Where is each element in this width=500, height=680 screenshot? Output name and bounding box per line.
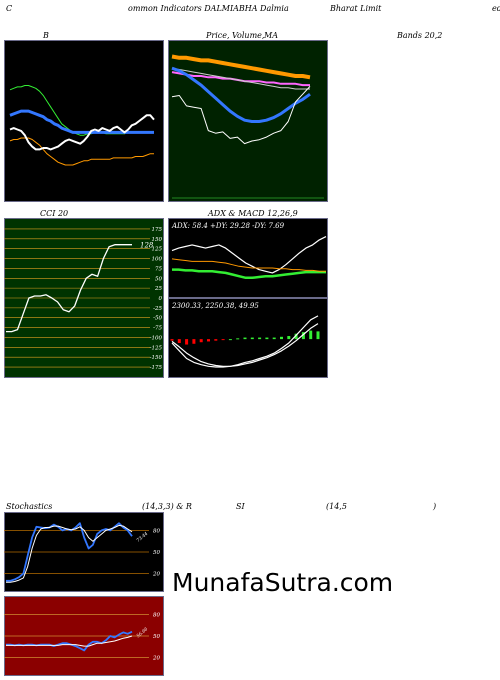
header-title-end: ed (492, 4, 500, 13)
adx-plus_di-line (172, 268, 326, 280)
macd-macd-line (171, 315, 319, 368)
macd-histogram-bar (287, 336, 291, 340)
macd-histogram-bar (250, 337, 254, 340)
price-ma-price-line (171, 86, 311, 145)
macd-histogram-bar (272, 337, 276, 340)
macd-histogram-bar (258, 337, 262, 340)
label-adx-macd: ADX & MACD 12,26,9 (208, 209, 298, 218)
macd-histogram-bar (177, 339, 181, 343)
macd-histogram-bar (243, 337, 247, 340)
rsi-tick-label: 20 (152, 656, 160, 662)
macd-histogram-bar (221, 339, 225, 341)
cci-last-label: 128 (140, 242, 154, 250)
label-bands: Bands 20,2 (397, 31, 443, 40)
macd-histogram-bar (207, 339, 210, 342)
rsi-rsi-line (6, 630, 133, 652)
rsi-rsi_ma-line (6, 635, 133, 647)
stoch-tick-label: 80 (153, 528, 160, 534)
stoch-tick-label: 20 (152, 572, 160, 578)
cci-tick-label: -125 (150, 345, 163, 351)
label-si: SI (236, 502, 245, 511)
macd-histogram-bar (316, 331, 320, 340)
cci-tick-label: 75 (155, 266, 162, 272)
label-b: B (43, 31, 49, 40)
cci-line (6, 244, 132, 333)
cci-tick-label: 0 (159, 296, 163, 302)
label-stoch-params: (14,3,3) & R (142, 502, 192, 511)
macd-histogram-bar (185, 339, 189, 345)
macd-histogram-bar (309, 330, 313, 340)
label-price: Price, (206, 31, 230, 40)
panel-background (4, 40, 164, 202)
cci-tick-label: -75 (153, 326, 162, 332)
price-ma-ma_gray-line (171, 67, 310, 90)
macd-histogram-bar (301, 332, 305, 340)
header-c: C (6, 4, 13, 13)
watermark: MunafaSutra.com (172, 568, 394, 597)
label-cci: CCI 20 (40, 209, 69, 218)
cci-tick-label: -150 (150, 355, 163, 361)
cci-chart: 175 150 125 100 75 50 25 0 -25 -50 -75 -100 -125 -150… (4, 218, 164, 378)
macd-histogram-bar (280, 336, 283, 340)
cci-tick-label: -50 (153, 316, 162, 322)
cci-tick-label: 25 (154, 286, 162, 292)
cci-tick-label: 50 (155, 276, 162, 282)
panel-background (168, 298, 328, 378)
bollinger-middle-line (9, 109, 154, 134)
macd-histogram-bar (214, 339, 218, 341)
header-title: ommon Indicators DALMIABHA Dalmia (128, 4, 289, 13)
macd-histogram-bar (294, 333, 298, 340)
price-ma-ma_orange-line (171, 54, 311, 80)
macd-histogram-bar (236, 338, 240, 340)
macd-histogram-bar (192, 339, 196, 344)
bollinger-lower-line (9, 137, 154, 166)
label-rsi-params: (14,5 (326, 502, 347, 511)
adx-values-label: ADX: 58.4 +DY: 29.28 -DY: 7.69 (171, 222, 285, 230)
macd-histogram-bar (199, 339, 203, 343)
header-title-right: Bharat Limit (330, 4, 382, 13)
price-ma-chart (168, 40, 328, 202)
cci-tick-label: 125 (152, 247, 163, 253)
cci-tick-label: 150 (152, 237, 163, 243)
cci-tick-label: -100 (150, 335, 163, 341)
cci-tick-label: 100 (152, 257, 163, 263)
label-rsi-close: ) (433, 502, 437, 511)
macd-histogram-bar (228, 339, 232, 341)
bollinger-price-line (9, 114, 155, 151)
macd-chart: 2300.33, 2250.38, 49.95 (168, 298, 328, 378)
macd-values-label: 2300.33, 2250.38, 49.95 (171, 302, 259, 310)
stoch-tick-label: 50 (153, 550, 160, 556)
rsi-tick-label: 50 (153, 634, 160, 640)
macd-histogram-bar (170, 339, 174, 341)
rsi-tick-label: 80 (153, 612, 160, 618)
stoch-d-line (6, 524, 133, 583)
cci-tick-label: -25 (153, 306, 162, 312)
label-stoch: Stochastics (6, 502, 53, 511)
label-ma: MA (264, 31, 278, 40)
macd-histogram-bar (265, 337, 269, 340)
cci-tick-label: 175 (152, 227, 163, 233)
adx-adx-line (171, 236, 327, 274)
label-volume: Volume, (232, 31, 265, 40)
bollinger-chart (4, 40, 164, 202)
adx-minus_di-line (171, 258, 326, 272)
macd-signal-line (171, 323, 319, 367)
cci-tick-label: -175 (150, 365, 163, 371)
panel-background (168, 218, 328, 298)
adx-chart: ADX: 58.4 +DY: 29.28 -DY: 7.69 (168, 218, 328, 298)
price-ma-ma_blue-line (171, 66, 311, 123)
